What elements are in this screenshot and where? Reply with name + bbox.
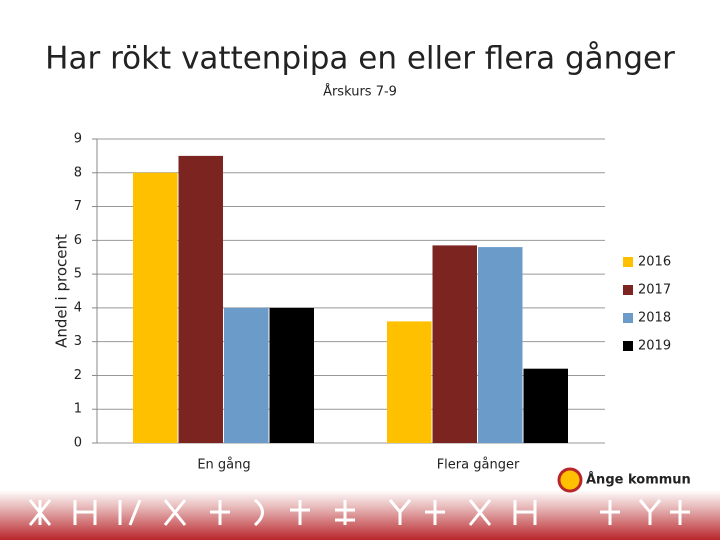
logo-text: Ånge kommun xyxy=(586,472,691,488)
y-tick-label: 9 xyxy=(74,132,82,147)
y-tick-label: 4 xyxy=(74,300,82,315)
x-tick-label: En gång xyxy=(197,458,250,473)
legend-swatch xyxy=(623,313,633,323)
y-tick-label: 8 xyxy=(74,165,82,180)
bar xyxy=(269,307,314,443)
x-tick-label: Flera gånger xyxy=(437,458,520,473)
legend-label: 2016 xyxy=(638,255,671,270)
y-tick-label: 5 xyxy=(74,267,82,282)
y-tick-label: 7 xyxy=(74,199,82,214)
bar xyxy=(432,245,477,443)
logo: Ånge kommun xyxy=(557,467,691,493)
bar xyxy=(523,368,568,443)
bar xyxy=(133,172,178,443)
legend-swatch xyxy=(623,257,633,267)
legend-label: 2018 xyxy=(638,311,671,326)
logo-icon xyxy=(557,467,583,493)
y-tick-label: 3 xyxy=(74,334,82,349)
bar xyxy=(387,321,432,443)
legend-label: 2019 xyxy=(638,339,671,354)
footer-band xyxy=(0,490,720,540)
legend-swatch xyxy=(623,341,633,351)
footer-symbols xyxy=(28,498,690,527)
legend-label: 2017 xyxy=(638,283,671,298)
y-axis-title: Andel i procent xyxy=(53,234,71,348)
bar xyxy=(478,247,523,443)
legend-swatch xyxy=(623,285,633,295)
bar xyxy=(178,155,223,443)
chart-title: Har rökt vattenpipa en eller flera gånge… xyxy=(45,41,675,77)
bar xyxy=(224,307,269,443)
y-tick-label: 1 xyxy=(74,402,82,417)
y-tick-label: 2 xyxy=(74,368,82,383)
chart-subtitle: Årskurs 7-9 xyxy=(323,84,397,100)
y-tick-label: 6 xyxy=(74,233,82,248)
footer-decoration xyxy=(0,490,720,540)
y-tick-label: 0 xyxy=(74,436,82,451)
